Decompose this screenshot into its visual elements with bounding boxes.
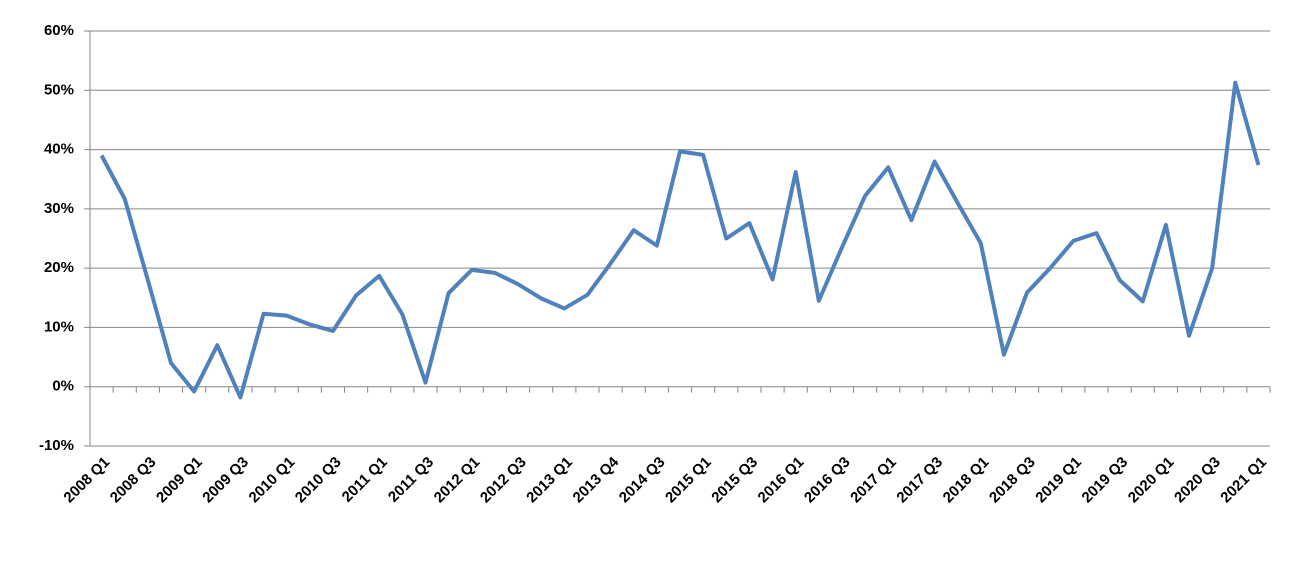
x-tick-label: 2015 Q3 [708,454,761,507]
x-tick-label: 2019 Q3 [1079,454,1132,507]
x-tick-label: 2012 Q1 [431,454,484,507]
x-tick-label: 2018 Q3 [986,454,1039,507]
data-line [99,80,1261,400]
x-tick-label: 2011 Q3 [385,454,437,506]
x-tick-label: 2020 Q1 [1125,454,1178,507]
y-tick-label: -10% [39,437,74,454]
x-tick-label: 2018 Q1 [940,454,993,507]
x-tick-label: 2021 Q1 [1217,454,1270,507]
x-tick-label: 2010 Q3 [292,454,345,507]
y-tick-label: 30% [44,200,74,217]
x-tick-label: 2011 Q1 [339,454,391,506]
y-tick-label: 10% [44,318,74,335]
x-tick-label: 2016 Q3 [801,454,854,507]
x-tick-label: 2013 Q1 [523,454,576,507]
y-tick-label: 50% [44,81,74,98]
y-tick-label: 60% [44,22,74,39]
x-tick-label: 2009 Q3 [199,454,252,507]
x-tick-label: 2008 Q1 [60,454,113,507]
x-tick-label: 2009 Q1 [153,454,206,507]
x-tick-label: 2016 Q1 [755,454,808,507]
y-tick-label: 0% [52,378,74,395]
x-tick-label: 2017 Q1 [847,454,900,507]
x-tick-label: 2012 Q3 [477,454,530,507]
x-tick-label: 2019 Q1 [1032,454,1085,507]
x-tick-label: 2014 Q3 [616,454,669,507]
x-tick-label: 2017 Q3 [893,454,946,507]
x-tick-label: 2013 Q4 [570,453,623,506]
y-tick-label: 40% [44,141,74,158]
x-tick-label: 2015 Q1 [662,454,715,507]
x-tick-label: 2010 Q1 [246,454,299,507]
x-tick-label: 2020 Q3 [1171,454,1224,507]
x-tick-label: 2008 Q3 [107,454,160,507]
y-tick-label: 20% [44,259,74,276]
